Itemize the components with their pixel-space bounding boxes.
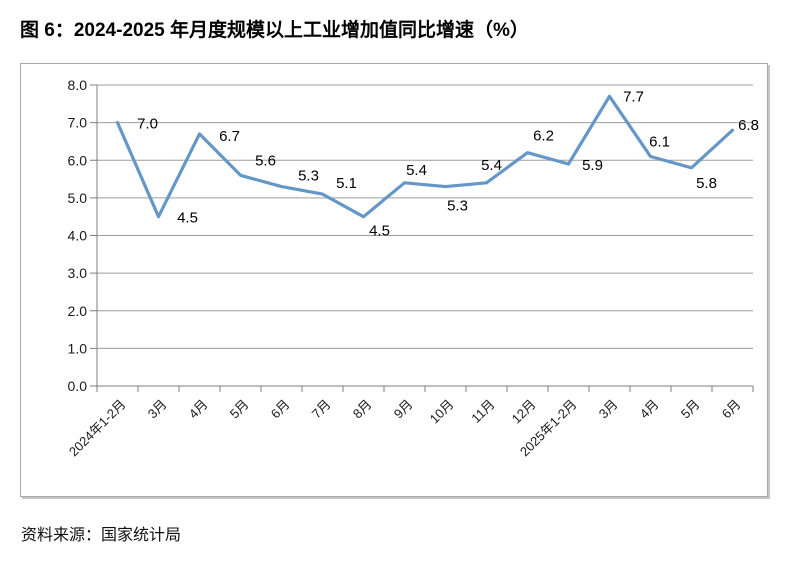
x-axis-labels: 2024年1-2月 3月 4月 5月 6月 7月 8月 9月 10月 11月 12月2025年1-2…: [66, 397, 744, 460]
svg-text:6月: 6月: [719, 397, 744, 422]
svg-text:6.2: 6.2: [533, 128, 554, 145]
svg-text:4月: 4月: [186, 397, 211, 422]
svg-text:5.4: 5.4: [481, 157, 502, 174]
axes: [96, 85, 753, 392]
svg-text:5.3: 5.3: [298, 168, 319, 185]
y-axis-ticks: [90, 84, 97, 387]
svg-text:5.4: 5.4: [406, 162, 427, 179]
svg-text:6.0: 6.0: [68, 152, 88, 168]
svg-text:5.3: 5.3: [447, 198, 468, 215]
svg-text:4.5: 4.5: [369, 223, 390, 240]
svg-text:7月: 7月: [309, 397, 334, 422]
svg-text:6.8: 6.8: [738, 117, 759, 134]
svg-text:3.0: 3.0: [68, 265, 88, 281]
y-gridlines: [97, 84, 753, 349]
svg-text:5.1: 5.1: [336, 175, 357, 192]
svg-text:7.7: 7.7: [623, 88, 644, 105]
y-axis-labels: 0.0 1.0 2.0 3.0 4.0 5.0 6.0 7.0 8.0: [68, 77, 88, 394]
svg-text:4.0: 4.0: [68, 228, 88, 244]
svg-text:6月: 6月: [268, 397, 293, 422]
svg-text:9月: 9月: [391, 397, 416, 422]
svg-text:5.9: 5.9: [582, 157, 603, 174]
svg-text:3月: 3月: [145, 397, 170, 422]
svg-text:5月: 5月: [227, 397, 252, 422]
svg-text:7.0: 7.0: [137, 116, 158, 133]
svg-text:0.0: 0.0: [68, 378, 88, 394]
line-chart: 0.0 1.0 2.0 3.0 4.0 5.0 6.0 7.0 8.0 2024年1-2月 3月 4月…: [66, 77, 759, 460]
svg-text:3月: 3月: [596, 397, 621, 422]
svg-text:5.6: 5.6: [255, 152, 276, 169]
figure-title: 图 6：2024-2025 年月度规模以上工业增加值同比增速（%）: [20, 20, 529, 41]
svg-text:10月: 10月: [427, 397, 457, 427]
svg-text:2.0: 2.0: [68, 303, 88, 319]
data-labels: 7.0 4.5 6.7 5.6 5.3 5.1 4.5 5.4 5.3 5.4 6.2 5.9 7.7 6…: [137, 88, 759, 239]
series-line: [115, 94, 735, 219]
svg-text:5.8: 5.8: [696, 175, 717, 192]
svg-text:6.7: 6.7: [219, 128, 240, 145]
svg-text:5.0: 5.0: [68, 190, 88, 206]
source-note: 资料来源：国家统计局: [21, 527, 182, 544]
svg-text:2024年1-2月: 2024年1-2月: [66, 397, 129, 460]
svg-text:12月: 12月: [509, 397, 539, 427]
svg-text:7.0: 7.0: [68, 115, 88, 131]
svg-text:11月: 11月: [468, 397, 497, 426]
svg-text:4月: 4月: [637, 397, 662, 422]
chart-container: 0.0 1.0 2.0 3.0 4.0 5.0 6.0 7.0 8.0 2024年1-2月 3月 4月…: [20, 63, 768, 497]
svg-text:1.0: 1.0: [68, 340, 88, 356]
svg-text:4.5: 4.5: [177, 210, 198, 227]
svg-text:6.1: 6.1: [649, 133, 670, 150]
x-axis-ticks: [96, 386, 754, 392]
svg-text:8.0: 8.0: [68, 77, 88, 93]
svg-text:8月: 8月: [350, 397, 375, 422]
svg-text:5月: 5月: [678, 397, 703, 422]
